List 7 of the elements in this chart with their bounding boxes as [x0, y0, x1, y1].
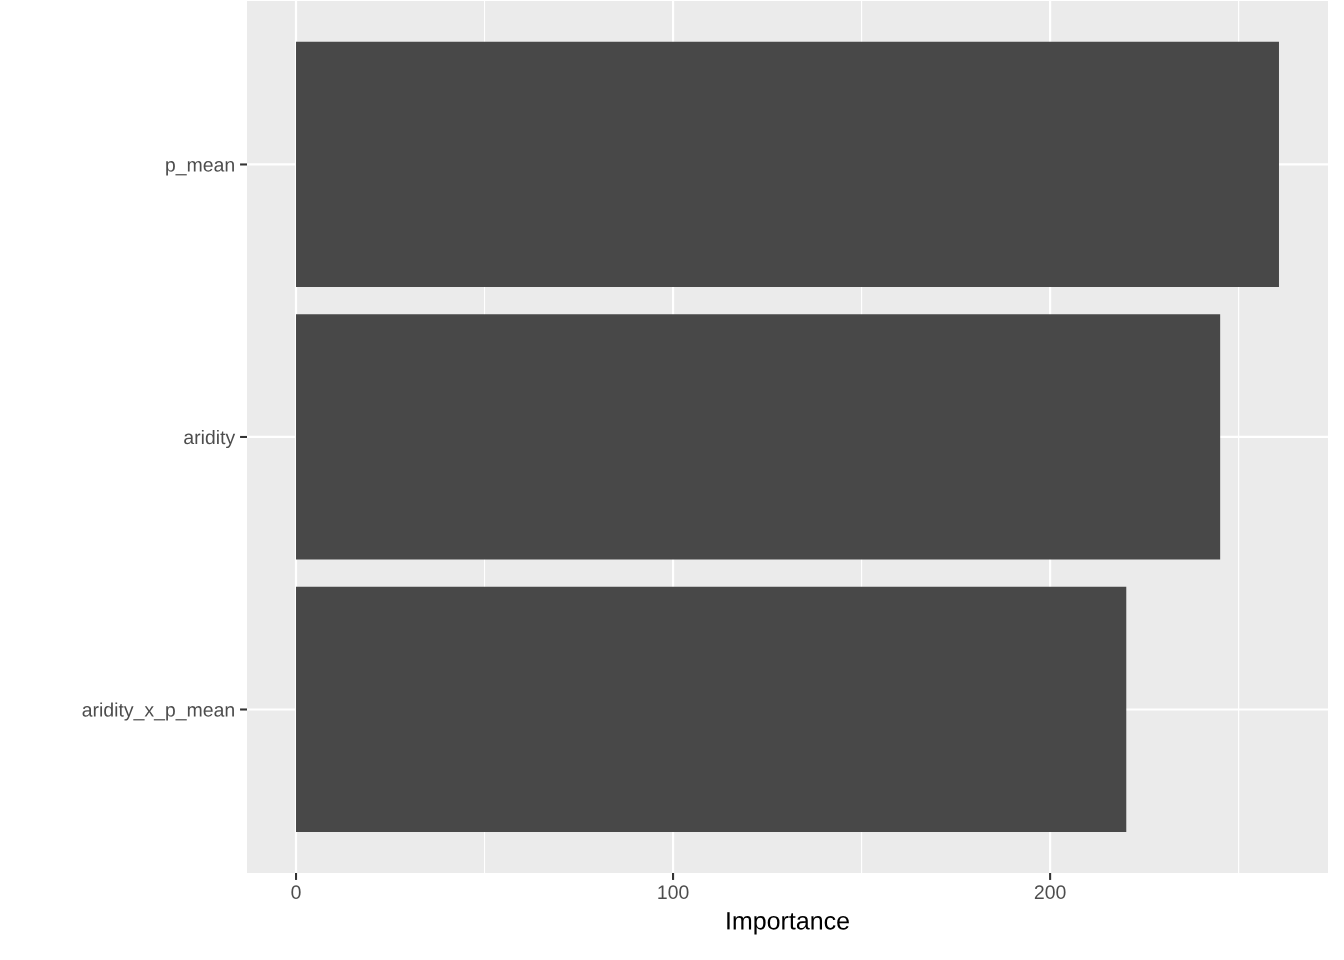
x-tick-label: 0	[291, 885, 301, 900]
y-tick-label: aridity_x_p_mean	[82, 702, 234, 721]
y-tick-label: aridity	[184, 429, 236, 449]
x-tick-label: 200	[1034, 885, 1066, 900]
x-tick-label: 100	[658, 885, 689, 900]
y-tick-label: p_mean	[166, 161, 234, 176]
x-axis-title: Importance	[727, 912, 849, 935]
